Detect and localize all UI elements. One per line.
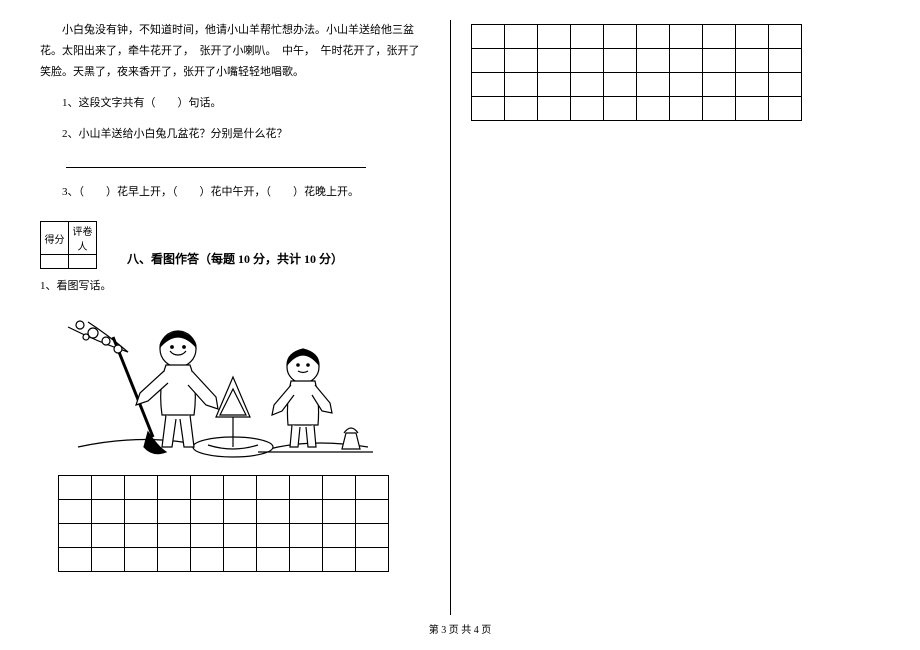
writing-grid-left[interactable] <box>58 475 389 572</box>
question-2: 2、小山羊送给小白兔几盆花？分别是什么花？ <box>40 124 430 145</box>
section-8-title: 八、看图作答（每题 10 分，共计 10 分） <box>127 250 343 269</box>
score-header-grader: 评卷人 <box>69 222 97 255</box>
right-column <box>450 20 860 615</box>
question-3: 3、（ ）花早上开，（ ）花中午开，（ ）花晚上开。 <box>40 182 430 203</box>
question-1: 1、这段文字共有（ ）句话。 <box>40 93 430 114</box>
score-table: 得分 评卷人 <box>40 221 97 269</box>
score-cell[interactable] <box>41 255 69 269</box>
planting-illustration <box>58 297 393 467</box>
reading-passage: 小白兔没有钟，不知道时间，他请小山羊帮忙想办法。小山羊送给他三盆花。太阳出来了，… <box>40 20 430 83</box>
answer-line-q2[interactable] <box>66 154 366 168</box>
writing-grid-right[interactable] <box>471 24 802 121</box>
score-header-score: 得分 <box>41 222 69 255</box>
grader-cell[interactable] <box>69 255 97 269</box>
prompt-8: 1、看图写话。 <box>40 277 430 293</box>
left-column: 小白兔没有钟，不知道时间，他请小山羊帮忙想办法。小山羊送给他三盆花。太阳出来了，… <box>40 20 450 615</box>
page-footer: 第 3 页 共 4 页 <box>40 621 880 636</box>
